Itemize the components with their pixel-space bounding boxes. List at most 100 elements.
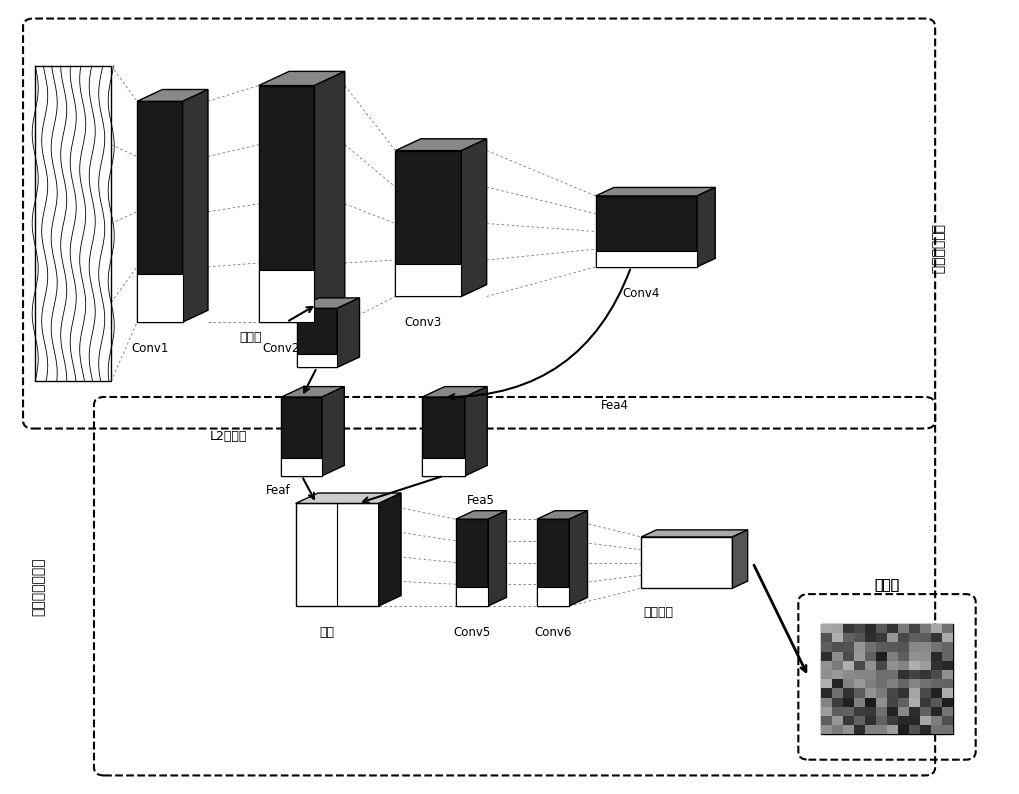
Polygon shape — [865, 698, 876, 707]
Polygon shape — [832, 679, 843, 688]
Polygon shape — [843, 652, 854, 661]
Polygon shape — [596, 251, 697, 267]
Polygon shape — [898, 661, 909, 670]
Polygon shape — [898, 698, 909, 707]
Polygon shape — [854, 661, 865, 670]
Polygon shape — [898, 725, 909, 734]
Polygon shape — [887, 624, 898, 634]
Polygon shape — [887, 652, 898, 661]
Polygon shape — [920, 634, 931, 642]
Polygon shape — [876, 698, 887, 707]
Polygon shape — [920, 670, 931, 679]
Polygon shape — [843, 688, 854, 698]
Polygon shape — [909, 725, 920, 734]
Polygon shape — [297, 298, 360, 308]
Polygon shape — [820, 707, 832, 716]
Polygon shape — [820, 670, 832, 679]
Polygon shape — [909, 670, 920, 679]
Polygon shape — [854, 725, 865, 734]
Polygon shape — [898, 652, 909, 661]
Polygon shape — [943, 670, 954, 679]
Polygon shape — [281, 458, 322, 476]
Polygon shape — [395, 139, 487, 151]
Polygon shape — [281, 397, 322, 476]
Polygon shape — [259, 270, 315, 322]
Polygon shape — [898, 670, 909, 679]
Text: 多尺度特征融合: 多尺度特征融合 — [32, 557, 45, 615]
Polygon shape — [843, 716, 854, 725]
Polygon shape — [876, 642, 887, 652]
Polygon shape — [909, 688, 920, 698]
Polygon shape — [943, 634, 954, 642]
Polygon shape — [876, 634, 887, 642]
Polygon shape — [865, 661, 876, 670]
Polygon shape — [943, 707, 954, 716]
Polygon shape — [865, 634, 876, 642]
Text: 多级特征提取: 多级特征提取 — [930, 224, 945, 274]
Polygon shape — [887, 707, 898, 716]
Polygon shape — [898, 707, 909, 716]
Polygon shape — [931, 725, 943, 734]
Polygon shape — [296, 503, 379, 606]
Polygon shape — [820, 642, 832, 652]
Polygon shape — [832, 698, 843, 707]
Polygon shape — [943, 652, 954, 661]
Polygon shape — [931, 670, 943, 679]
Polygon shape — [920, 725, 931, 734]
Polygon shape — [182, 90, 208, 322]
Polygon shape — [854, 688, 865, 698]
Polygon shape — [920, 624, 931, 634]
Polygon shape — [865, 716, 876, 725]
Polygon shape — [281, 387, 344, 397]
Polygon shape — [943, 624, 954, 634]
Text: Conv1: Conv1 — [131, 341, 168, 355]
Polygon shape — [832, 725, 843, 734]
Polygon shape — [931, 688, 943, 698]
Polygon shape — [820, 624, 832, 634]
Text: Fea4: Fea4 — [601, 399, 629, 412]
Polygon shape — [322, 387, 344, 476]
Polygon shape — [909, 698, 920, 707]
Polygon shape — [898, 624, 909, 634]
Polygon shape — [865, 670, 876, 679]
Polygon shape — [931, 707, 943, 716]
Polygon shape — [876, 652, 887, 661]
Polygon shape — [843, 679, 854, 688]
Polygon shape — [259, 71, 344, 86]
Text: Fea2: Fea2 — [297, 399, 325, 412]
Polygon shape — [943, 679, 954, 688]
Polygon shape — [931, 634, 943, 642]
Polygon shape — [138, 102, 182, 322]
Polygon shape — [832, 688, 843, 698]
Polygon shape — [909, 661, 920, 670]
Polygon shape — [887, 698, 898, 707]
Polygon shape — [898, 642, 909, 652]
Polygon shape — [876, 725, 887, 734]
Polygon shape — [931, 716, 943, 725]
Polygon shape — [854, 670, 865, 679]
Text: L2归一化: L2归一化 — [210, 430, 247, 443]
Polygon shape — [395, 264, 462, 296]
Polygon shape — [820, 634, 832, 642]
Polygon shape — [887, 634, 898, 642]
Text: 融合特征: 融合特征 — [643, 606, 674, 619]
Polygon shape — [820, 716, 832, 725]
Polygon shape — [943, 661, 954, 670]
Polygon shape — [920, 679, 931, 688]
Polygon shape — [920, 661, 931, 670]
Polygon shape — [832, 707, 843, 716]
Polygon shape — [876, 707, 887, 716]
Polygon shape — [843, 707, 854, 716]
Polygon shape — [865, 725, 876, 734]
Text: Conv4: Conv4 — [623, 287, 660, 299]
Polygon shape — [570, 511, 588, 606]
Polygon shape — [455, 511, 506, 519]
Polygon shape — [854, 716, 865, 725]
Polygon shape — [832, 624, 843, 634]
Polygon shape — [887, 661, 898, 670]
Polygon shape — [854, 679, 865, 688]
Polygon shape — [537, 519, 570, 606]
Polygon shape — [943, 725, 954, 734]
Polygon shape — [865, 642, 876, 652]
Polygon shape — [733, 530, 748, 588]
